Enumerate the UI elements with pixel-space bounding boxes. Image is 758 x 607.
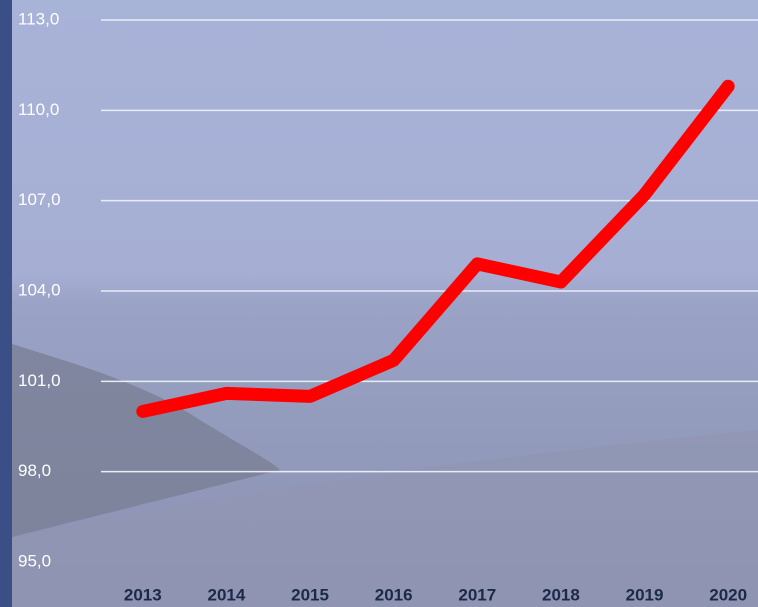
y-tick-label: 107,0 <box>18 190 61 209</box>
x-tick-label: 2019 <box>626 585 664 604</box>
y-tick-label: 98,0 <box>18 461 51 480</box>
x-tick-label: 2018 <box>542 585 580 604</box>
y-tick-label: 95,0 <box>18 551 51 570</box>
y-tick-label: 110,0 <box>18 100 59 119</box>
y-tick-label: 113,0 <box>18 9 59 28</box>
x-tick-label: 2013 <box>124 585 162 604</box>
x-tick-label: 2020 <box>709 585 747 604</box>
x-tick-label: 2017 <box>458 585 496 604</box>
chart: 95,0 98,0 101,0 104,0 107,0 110,0 113,0 2013 201… <box>0 0 758 607</box>
y-tick-label: 101,0 <box>18 371 61 390</box>
x-tick-label: 2014 <box>208 585 246 604</box>
y-tick-label: 104,0 <box>18 280 61 299</box>
x-tick-label: 2015 <box>291 585 329 604</box>
edge <box>0 0 12 607</box>
page: {"chart_data": {"type": "line", "categor… <box>0 0 758 607</box>
x-tick-label: 2016 <box>375 585 413 604</box>
